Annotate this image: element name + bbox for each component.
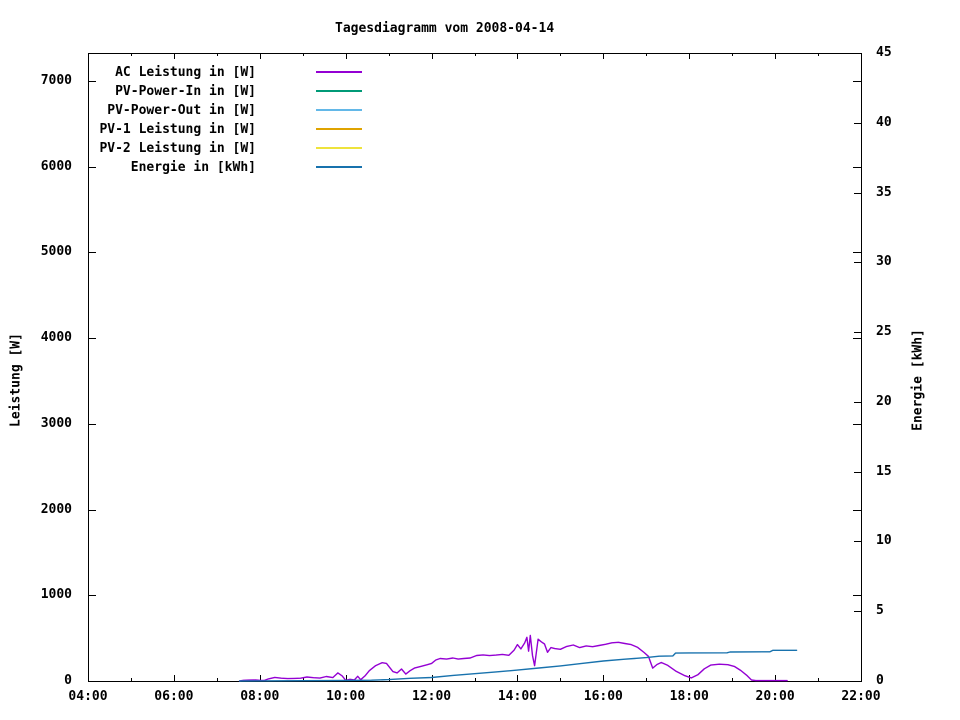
series-line-ac-leistung-in-w xyxy=(238,634,788,682)
y2-tick-label: 20 xyxy=(876,393,892,409)
y-tick-label: 2000 xyxy=(40,501,72,517)
y-tick-label: 5000 xyxy=(40,244,72,260)
legend-line-sample xyxy=(316,90,362,92)
legend-line-sample xyxy=(316,109,362,111)
legend-item-pv2-leistung: PV-2 Leistung in [W] xyxy=(60,139,362,157)
legend-item-pv1-leistung: PV-1 Leistung in [W] xyxy=(60,120,362,138)
legend-item-pv-power-out: PV-Power-Out in [W] xyxy=(60,101,362,119)
x-tick-label: 16:00 xyxy=(583,689,623,704)
x-tick-label: 20:00 xyxy=(755,689,795,704)
y-tick-label: 3000 xyxy=(40,415,72,431)
y-tick-label: 6000 xyxy=(40,158,72,174)
series-line-energie-in-kwh xyxy=(238,649,798,682)
legend-line-sample xyxy=(316,71,362,73)
y2-tick-label: 25 xyxy=(876,324,892,340)
y-tick-label: 4000 xyxy=(40,330,72,346)
y2-tick-label: 5 xyxy=(876,603,884,619)
y-tick-label: 0 xyxy=(64,673,72,688)
y2-tick-label: 0 xyxy=(876,673,884,688)
y2-tick-label: 10 xyxy=(876,533,892,549)
x-tick-label: 06:00 xyxy=(154,689,194,704)
x-tick-label: 18:00 xyxy=(669,689,709,704)
legend-label: Energie in [kWh] xyxy=(130,159,256,175)
x-tick-label: 10:00 xyxy=(326,689,366,704)
legend-item-pv-power-in: PV-Power-In in [W] xyxy=(60,82,362,100)
y2-tick-label: 15 xyxy=(876,463,892,479)
x-tick-label: 08:00 xyxy=(240,689,280,704)
x-tick-label: 14:00 xyxy=(497,689,537,704)
legend-item-energie: Energie in [kWh] xyxy=(60,158,362,176)
y2-tick-label: 45 xyxy=(876,45,892,60)
legend-label: PV-2 Leistung in [W] xyxy=(99,140,256,156)
chart-title: Tagesdiagramm vom 2008-04-14 xyxy=(335,21,555,36)
legend-label: PV-1 Leistung in [W] xyxy=(99,121,256,137)
y2-tick-label: 35 xyxy=(876,184,892,200)
legend-label: PV-Power-In in [W] xyxy=(115,83,256,99)
x-tick-label: 04:00 xyxy=(68,689,108,704)
y2-tick-label: 40 xyxy=(876,114,892,130)
legend-line-sample xyxy=(316,128,362,130)
legend-line-sample xyxy=(316,166,362,168)
x-tick-label: 12:00 xyxy=(411,689,452,704)
y-tick-label: 7000 xyxy=(40,73,72,88)
y2-tick-label: 30 xyxy=(876,254,892,270)
legend-line-sample xyxy=(316,147,362,149)
x-tick-label: 22:00 xyxy=(841,689,881,704)
legend-item-ac-leistung: AC Leistung in [W] xyxy=(60,63,362,81)
y-tick-label: 1000 xyxy=(40,587,72,603)
legend-label: AC Leistung in [W] xyxy=(115,64,256,80)
legend-label: PV-Power-Out in [W] xyxy=(107,102,256,118)
